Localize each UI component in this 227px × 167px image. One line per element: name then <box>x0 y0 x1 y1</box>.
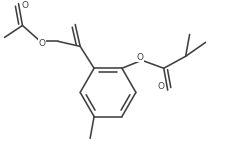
Text: O: O <box>39 39 46 48</box>
Text: O: O <box>136 53 143 62</box>
Text: O: O <box>157 82 163 91</box>
Text: O: O <box>22 1 29 10</box>
